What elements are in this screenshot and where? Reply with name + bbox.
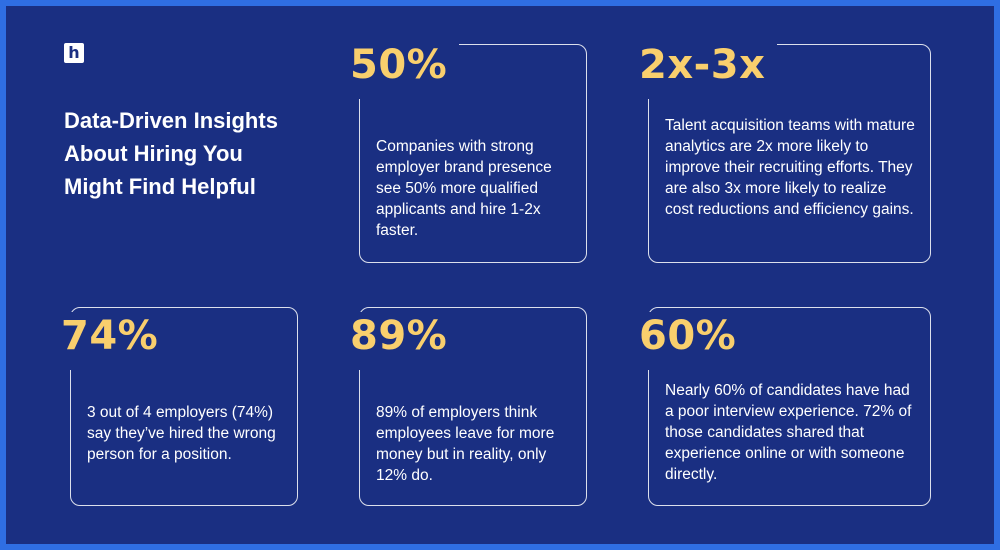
hiring-logo-icon: h [64, 43, 84, 63]
stat-value-2: 2x-3x [639, 41, 778, 99]
stat-value-1: 50% [350, 41, 460, 99]
infographic-panel [6, 6, 994, 544]
stat-card-2 [648, 44, 931, 263]
stat-description-4: 89% of employers think employees leave f… [376, 404, 555, 484]
stat-card-5 [648, 307, 931, 506]
stat-card-4 [359, 307, 587, 506]
stat-card-3 [70, 307, 298, 506]
stat-value-3: 74% [61, 312, 171, 370]
logo-glyph: h [68, 42, 80, 62]
stat-value-5: 60% [639, 312, 749, 370]
stat-description-1: Companies with strong employer brand pre… [376, 138, 552, 239]
stat-description-3: 3 out of 4 employers (74%) say they’ve h… [87, 404, 276, 463]
stat-description-5: Nearly 60% of candidates have had a poor… [665, 382, 912, 483]
page-title: Data-Driven Insights About Hiring You Mi… [64, 108, 278, 199]
stat-value-4: 89% [350, 312, 460, 370]
stat-description-2: Talent acquisition teams with mature ana… [665, 117, 915, 218]
stat-card-1 [359, 44, 587, 263]
